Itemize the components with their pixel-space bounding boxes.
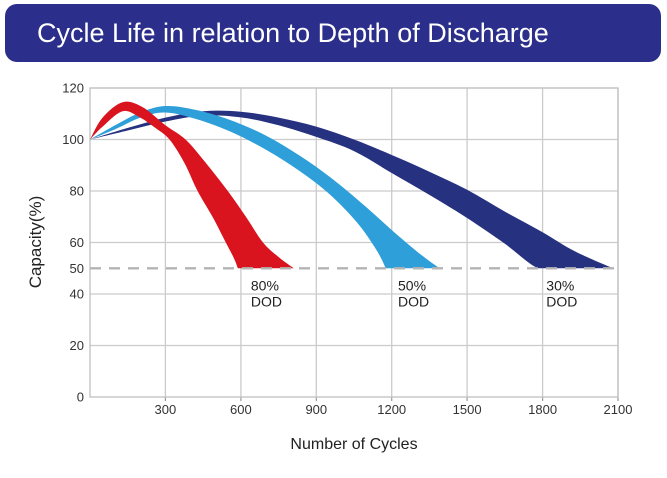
y-tick-label: 60 — [70, 235, 84, 250]
y-tick-label: 0 — [77, 390, 84, 405]
page-title: Cycle Life in relation to Depth of Disch… — [37, 17, 549, 48]
y-tick-label: 100 — [62, 132, 84, 147]
x-tick-label: 1200 — [377, 402, 406, 417]
x-tick-label: 1500 — [453, 402, 482, 417]
series-label: 50% DOD — [398, 278, 429, 310]
y-tick-label: 80 — [70, 184, 84, 199]
y-axis-title: Capacity(%) — [26, 195, 45, 289]
y-tick-label: 40 — [70, 287, 84, 302]
dod-band-80-dod — [90, 101, 294, 269]
plot-border — [89, 87, 619, 398]
x-axis-title: Number of Cycles — [290, 436, 418, 453]
series-label: 80% DOD — [251, 278, 282, 310]
title-banner: Cycle Life in relation to Depth of Disch… — [5, 4, 661, 62]
y-tick-label: 50 — [70, 261, 84, 276]
chart-area: 300 600 900 1200 1500 1800 2100 0 20 40 50 60 80 100 1… — [0, 62, 667, 478]
x-tick-label: 600 — [230, 402, 252, 417]
dod-band-50-dod — [90, 105, 440, 269]
x-tick-label: 1800 — [528, 402, 557, 417]
dod-band-30-dod — [90, 110, 613, 269]
x-tick-label: 300 — [155, 402, 177, 417]
series-label: 30% DOD — [546, 278, 577, 310]
x-tick-label: 900 — [305, 402, 327, 417]
x-tick-label: 2100 — [604, 402, 633, 417]
chart-canvas: 300 600 900 1200 1500 1800 2100 0 20 40 50 60 80 100 1… — [62, 81, 633, 418]
y-tick-label: 20 — [70, 338, 84, 353]
y-tick-label: 120 — [62, 81, 84, 96]
